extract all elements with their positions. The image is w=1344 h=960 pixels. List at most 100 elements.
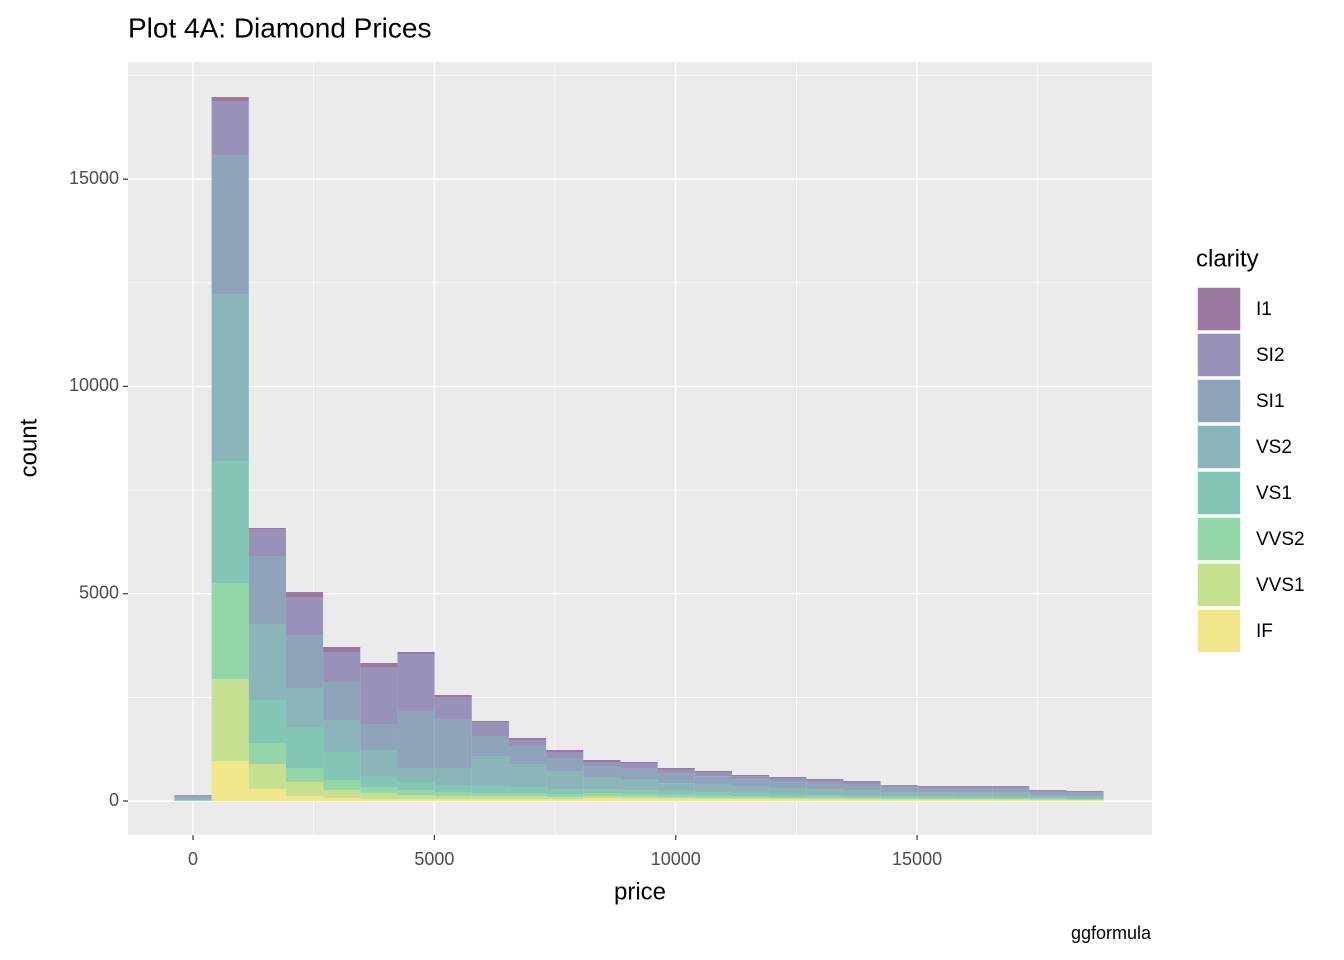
bar-segment <box>397 799 435 802</box>
bar-segment <box>471 793 509 796</box>
bar-segment <box>620 768 658 780</box>
legend-key <box>1196 332 1242 378</box>
bar-segment <box>360 793 398 800</box>
bar-segment <box>174 800 212 801</box>
bar-segment <box>657 797 695 799</box>
bar-segment <box>620 761 658 764</box>
bar-segment <box>769 799 807 802</box>
bar-segment <box>620 798 658 802</box>
legend-label: SI1 <box>1256 391 1285 412</box>
y-tick-label: 0 <box>109 790 119 810</box>
bar-segment <box>731 799 770 802</box>
legend-label: VS1 <box>1256 483 1292 504</box>
bar-segment <box>694 795 732 798</box>
legend-label: IF <box>1256 621 1273 642</box>
bar-segment <box>546 750 584 752</box>
bar-segment <box>434 785 472 793</box>
bar-segment <box>954 798 993 800</box>
bar-segment <box>620 796 658 799</box>
bar-segment <box>917 792 955 797</box>
bar-segment <box>843 797 881 799</box>
x-tick-label: 0 <box>188 849 198 869</box>
bar-segment <box>285 592 324 598</box>
bar-segment <box>434 694 472 698</box>
bar-segment <box>434 768 472 786</box>
bar-segment <box>508 740 547 746</box>
bar-segment <box>508 764 547 787</box>
bar-segment <box>657 791 695 795</box>
bar-segment <box>285 796 324 802</box>
bar-segment <box>1029 791 1067 795</box>
caption: ggformula <box>1071 923 1152 943</box>
bar-segment <box>1066 791 1104 793</box>
bar-segment <box>248 528 286 557</box>
bar-segment <box>769 798 807 800</box>
bar-segment <box>583 795 621 799</box>
bar-segment <box>546 793 584 798</box>
bar-segment <box>843 799 881 802</box>
bar-segment <box>806 798 844 800</box>
y-tick-label: 10000 <box>69 375 119 395</box>
bar-segment <box>843 798 881 800</box>
bar-segment <box>360 662 398 668</box>
bar-segment <box>657 798 695 802</box>
bar-segment <box>992 792 1030 797</box>
bar-segment <box>471 720 509 722</box>
bar-segment <box>992 788 1030 793</box>
bar-segment <box>992 798 1030 800</box>
bar-segment <box>248 743 286 765</box>
bar-segment <box>360 799 398 802</box>
bar-segment <box>211 96 249 102</box>
bar-segment <box>174 796 212 799</box>
bar-segment <box>1029 800 1067 802</box>
bar-segment <box>248 788 286 802</box>
bar-segment <box>285 635 324 688</box>
bar-segment <box>843 794 881 798</box>
bar-segment <box>211 154 249 295</box>
bar-segment <box>731 775 770 777</box>
bar-segment <box>471 756 509 786</box>
chart-title: Plot 4A: Diamond Prices <box>128 12 431 43</box>
bar-segment <box>508 745 547 765</box>
bar-segment <box>769 796 807 799</box>
bar-segment <box>620 779 658 791</box>
bar-segment <box>508 737 547 741</box>
bar-segment <box>694 797 732 799</box>
bar-segment <box>211 760 249 802</box>
bar-segment <box>471 721 509 736</box>
bar-segment <box>397 710 435 769</box>
bar-segment <box>508 795 547 800</box>
bar-segment <box>694 798 732 802</box>
bar-segment <box>1029 797 1067 799</box>
bar-segment <box>323 798 361 802</box>
bar-segment <box>360 724 398 751</box>
bar-segment <box>992 785 1030 787</box>
bar-segment <box>731 793 770 797</box>
bar-segment <box>769 793 807 797</box>
bar-segment <box>248 527 286 529</box>
legend-key <box>1196 562 1242 608</box>
y-tick-label: 15000 <box>69 168 119 188</box>
bar-segment <box>471 795 509 800</box>
bar-segment <box>1029 790 1067 791</box>
bar-segment <box>769 776 807 778</box>
y-axis-label: count <box>15 418 42 477</box>
bar-segment <box>248 556 286 625</box>
bar-segment <box>880 796 918 798</box>
x-tick-label: 5000 <box>414 849 454 869</box>
bar-segment <box>434 697 472 719</box>
bar-segment <box>992 799 1030 802</box>
bar-segment <box>880 785 918 786</box>
bar-segment <box>620 793 658 797</box>
bar-segment <box>546 751 584 759</box>
bar-segment <box>471 735 509 757</box>
bar-segment <box>806 794 844 797</box>
bar-segment <box>843 781 881 782</box>
x-tick-label: 15000 <box>892 849 942 869</box>
bar-segment <box>880 798 918 800</box>
bar-segment <box>211 583 249 679</box>
bar-segment <box>434 718 472 769</box>
bar-segment <box>954 786 993 789</box>
legend-key <box>1196 470 1242 516</box>
bar-segment <box>360 786 398 794</box>
